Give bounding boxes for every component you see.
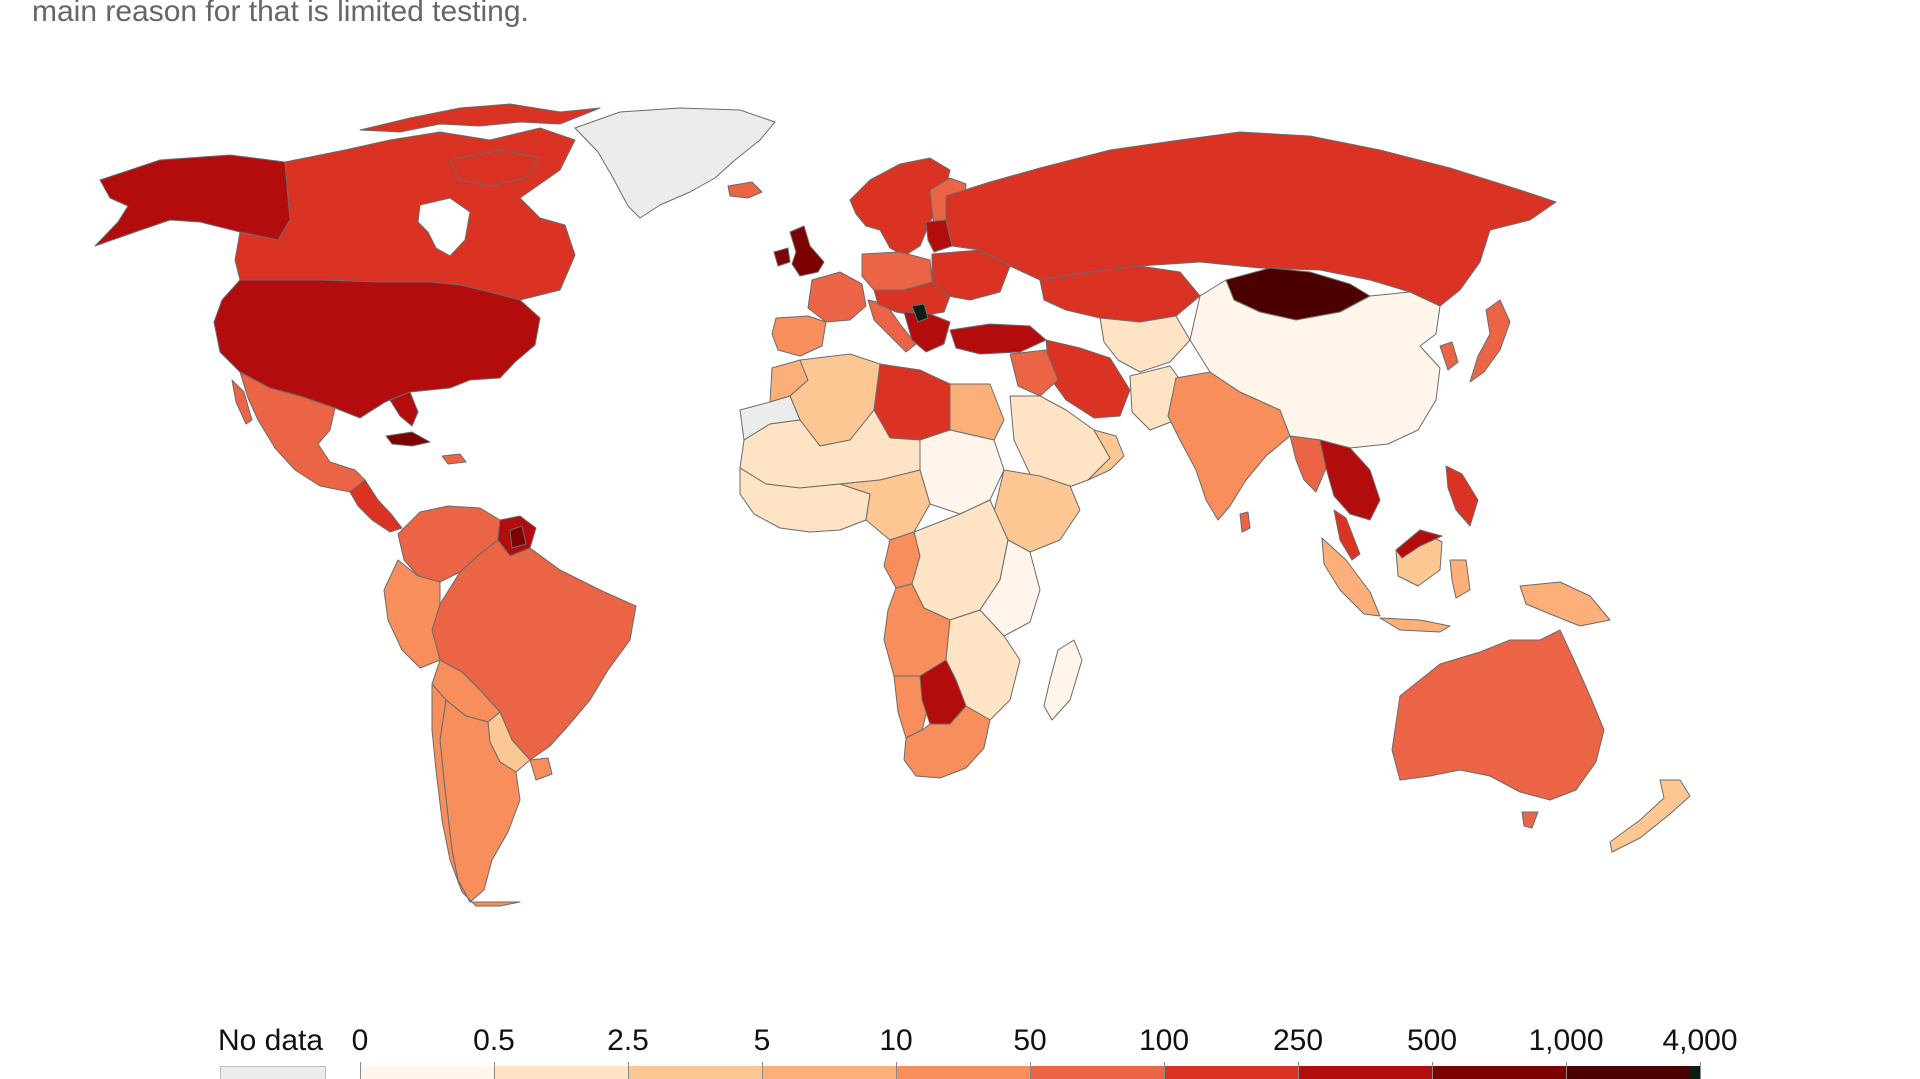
legend-tick-label: 0: [351, 1024, 369, 1057]
legend-tick-mark: [896, 1062, 897, 1079]
region-java[interactable]: [1379, 617, 1451, 633]
legend-color-bin: [1433, 1066, 1566, 1079]
region-florida[interactable]: [389, 391, 419, 427]
region-iraq-syria[interactable]: [1009, 349, 1059, 397]
region-libya[interactable]: [873, 363, 951, 441]
region-turkey[interactable]: [949, 323, 1047, 355]
legend-color-bin: [1299, 1066, 1432, 1079]
region-new-zealand[interactable]: [1609, 779, 1691, 853]
legend-tick-label: 100: [1138, 1024, 1190, 1057]
region-china[interactable]: [1189, 279, 1441, 449]
region-alaska[interactable]: [94, 154, 291, 247]
legend-tick-mark: [1566, 1062, 1567, 1079]
region-usa[interactable]: [213, 279, 541, 419]
legend-color-bin: [1567, 1066, 1700, 1079]
legend-tick-mark: [1030, 1062, 1031, 1079]
legend-tick-mark: [360, 1062, 361, 1079]
region-malay-peninsula[interactable]: [1333, 509, 1361, 561]
legend-color-bin: [495, 1066, 628, 1079]
legend-tick-label: 500: [1406, 1024, 1458, 1057]
legend-tick-label: 50: [1013, 1024, 1047, 1057]
region-oman-uae[interactable]: [1087, 429, 1125, 481]
region-west-africa-coast[interactable]: [739, 467, 871, 533]
legend-tick-mark: [628, 1062, 629, 1079]
region-chile[interactable]: [431, 683, 521, 907]
legend-tick-mark: [494, 1062, 495, 1079]
legend-no-data-swatch: [220, 1066, 326, 1079]
region-arctic-islands-2[interactable]: [449, 149, 541, 187]
legend-color-bin: [1031, 1066, 1164, 1079]
region-hudson-bay: [417, 197, 471, 257]
world-map-svg: [94, 103, 1691, 907]
region-sudan-chad[interactable]: [919, 429, 1005, 515]
legend-tick-label: 0.5: [473, 1024, 515, 1057]
legend-no-data-label: No data: [218, 1024, 324, 1057]
region-egypt[interactable]: [949, 383, 1005, 441]
region-malaysia-borneo[interactable]: [1395, 529, 1443, 559]
legend-tick-label: 5: [753, 1024, 771, 1057]
region-cuba[interactable]: [385, 431, 431, 447]
region-uruguay[interactable]: [529, 757, 553, 781]
region-thailand-indochina[interactable]: [1319, 439, 1381, 521]
region-balkans[interactable]: [903, 311, 951, 353]
legend-tick-mark: [762, 1062, 763, 1079]
region-hispaniola[interactable]: [441, 453, 467, 465]
region-ireland[interactable]: [773, 247, 791, 267]
legend-color-bin: [763, 1066, 896, 1079]
region-australia[interactable]: [1391, 629, 1605, 801]
legend-tick-mark: [1432, 1062, 1433, 1079]
region-central-america[interactable]: [349, 479, 403, 533]
region-south-africa[interactable]: [903, 705, 991, 779]
region-mexico[interactable]: [239, 371, 366, 493]
legend-color-bin-top: [1690, 1066, 1700, 1079]
region-japan[interactable]: [1469, 299, 1511, 383]
region-iran[interactable]: [1045, 339, 1131, 419]
region-sulawesi[interactable]: [1449, 559, 1471, 599]
region-philippines[interactable]: [1445, 465, 1479, 527]
region-sumatra[interactable]: [1321, 537, 1381, 617]
region-russia[interactable]: [945, 131, 1557, 307]
map-legend: No data 0 0.5 2.5 5 10 50 100 250 500 1,000 4,000: [0, 1010, 1920, 1079]
region-madagascar[interactable]: [1043, 639, 1083, 721]
region-greenland[interactable]: [574, 107, 776, 219]
region-central-europe[interactable]: [873, 281, 951, 317]
region-suriname[interactable]: [509, 525, 527, 549]
legend-tick-label: 2.5: [607, 1024, 649, 1057]
region-sri-lanka[interactable]: [1239, 511, 1251, 533]
legend-color-bin: [361, 1066, 494, 1079]
region-korea[interactable]: [1439, 341, 1459, 371]
chart-subtitle: main reason for that is limited testing.: [32, 0, 529, 28]
legend-color-bin: [1165, 1066, 1298, 1079]
world-map: [94, 103, 1691, 907]
region-iceland[interactable]: [727, 181, 763, 199]
legend-tick-mark: [1298, 1062, 1299, 1079]
region-germany-poland[interactable]: [861, 251, 933, 291]
region-arctic-islands[interactable]: [359, 103, 601, 133]
legend-tick-label: 4,000: [1662, 1024, 1738, 1057]
legend-tick-label: 250: [1272, 1024, 1324, 1057]
region-scandinavia[interactable]: [849, 157, 951, 257]
legend-color-bin: [897, 1066, 1030, 1079]
legend-tick-mark: [1164, 1062, 1165, 1079]
legend-tick-label: 10: [879, 1024, 913, 1057]
region-central-asia[interactable]: [1099, 315, 1191, 373]
legend-tick-label: 1,000: [1528, 1024, 1604, 1057]
region-spain[interactable]: [771, 315, 827, 357]
region-france[interactable]: [807, 271, 867, 323]
legend-color-bin: [629, 1066, 762, 1079]
region-bosnia[interactable]: [911, 303, 929, 323]
region-baltics[interactable]: [925, 219, 953, 253]
region-new-guinea[interactable]: [1519, 581, 1611, 627]
legend-tick-mark: [1700, 1062, 1701, 1079]
region-tasmania[interactable]: [1521, 811, 1539, 829]
region-baja[interactable]: [231, 379, 253, 425]
region-uk[interactable]: [789, 225, 825, 277]
